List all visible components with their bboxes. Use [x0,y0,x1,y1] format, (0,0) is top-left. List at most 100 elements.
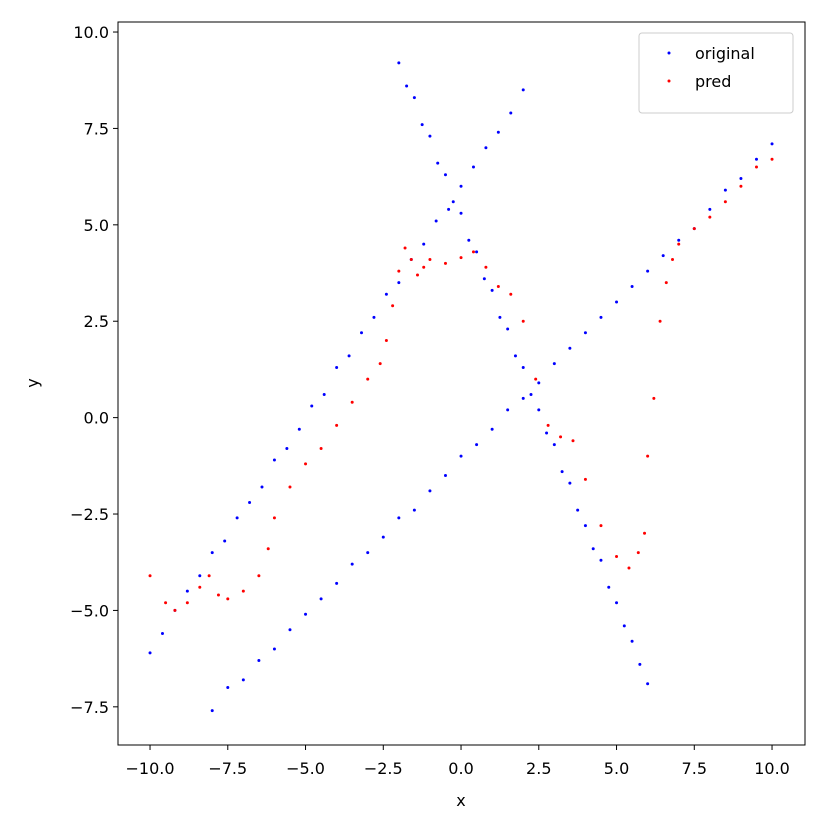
point [754,165,758,169]
point [185,589,189,593]
point [677,238,681,242]
point [443,261,447,265]
point [319,597,323,601]
point [521,365,525,369]
point [471,165,475,169]
point [148,574,152,578]
x-tick-label: −10.0 [126,759,175,778]
point [607,585,611,589]
point [350,562,354,566]
point [770,142,774,146]
point [235,516,239,520]
point [260,485,264,489]
point [506,408,510,412]
point [459,256,463,260]
point [335,365,339,369]
point [405,84,409,88]
point [241,678,245,682]
point [391,304,395,308]
point [509,292,513,296]
point [552,362,556,366]
point [545,431,549,435]
point [420,123,424,127]
point [335,581,339,585]
point [498,315,502,319]
x-tick-label: 10.0 [754,759,790,778]
point [521,88,525,92]
y-tick-label: 7.5 [84,119,109,138]
point [490,288,494,292]
y-tick-label: −5.0 [70,601,109,620]
point [310,404,314,408]
point [322,392,326,396]
point [723,200,727,204]
point [288,485,292,489]
point [226,597,230,601]
point [257,574,261,578]
point [360,331,364,335]
point [397,281,401,285]
point [459,211,463,215]
point [422,242,426,246]
point [475,443,479,447]
point [148,651,152,655]
point [164,601,168,605]
point [708,215,712,219]
point [272,647,276,651]
x-tick-label: −7.5 [208,759,247,778]
point [372,315,376,319]
point [384,339,388,343]
point [708,207,712,211]
point [422,265,426,269]
point [272,516,276,520]
point [646,269,650,273]
point [447,207,451,211]
point [173,608,177,612]
point [428,134,432,138]
point [436,161,440,165]
point [661,254,665,258]
point [652,396,656,400]
legend-marker [667,79,671,83]
point [428,258,432,262]
point [627,566,631,570]
point [658,319,662,323]
point [559,435,563,439]
point [198,585,202,589]
x-tick-label: 2.5 [526,759,551,778]
plot-frame [117,21,806,746]
point [671,258,675,262]
point [409,258,413,262]
point [643,531,647,535]
point [723,188,727,192]
point [226,686,230,690]
point [198,574,202,578]
point [207,574,211,578]
point [397,269,401,273]
legend-box [638,32,794,114]
point [568,481,572,485]
point [335,423,339,427]
point [434,219,438,223]
x-tick-label: 5.0 [604,759,629,778]
x-tick-label: 0.0 [448,759,473,778]
point [754,157,758,161]
point [571,439,575,443]
point [285,446,289,450]
point [381,535,385,539]
x-tick-label: 7.5 [682,759,707,778]
point [646,454,650,458]
point [415,273,419,277]
point [496,285,500,289]
point [484,265,488,269]
point [583,477,587,481]
point [366,551,370,555]
point [216,593,220,597]
point [583,524,587,528]
point [397,516,401,520]
point [646,682,650,686]
point [509,111,513,115]
point [459,184,463,188]
